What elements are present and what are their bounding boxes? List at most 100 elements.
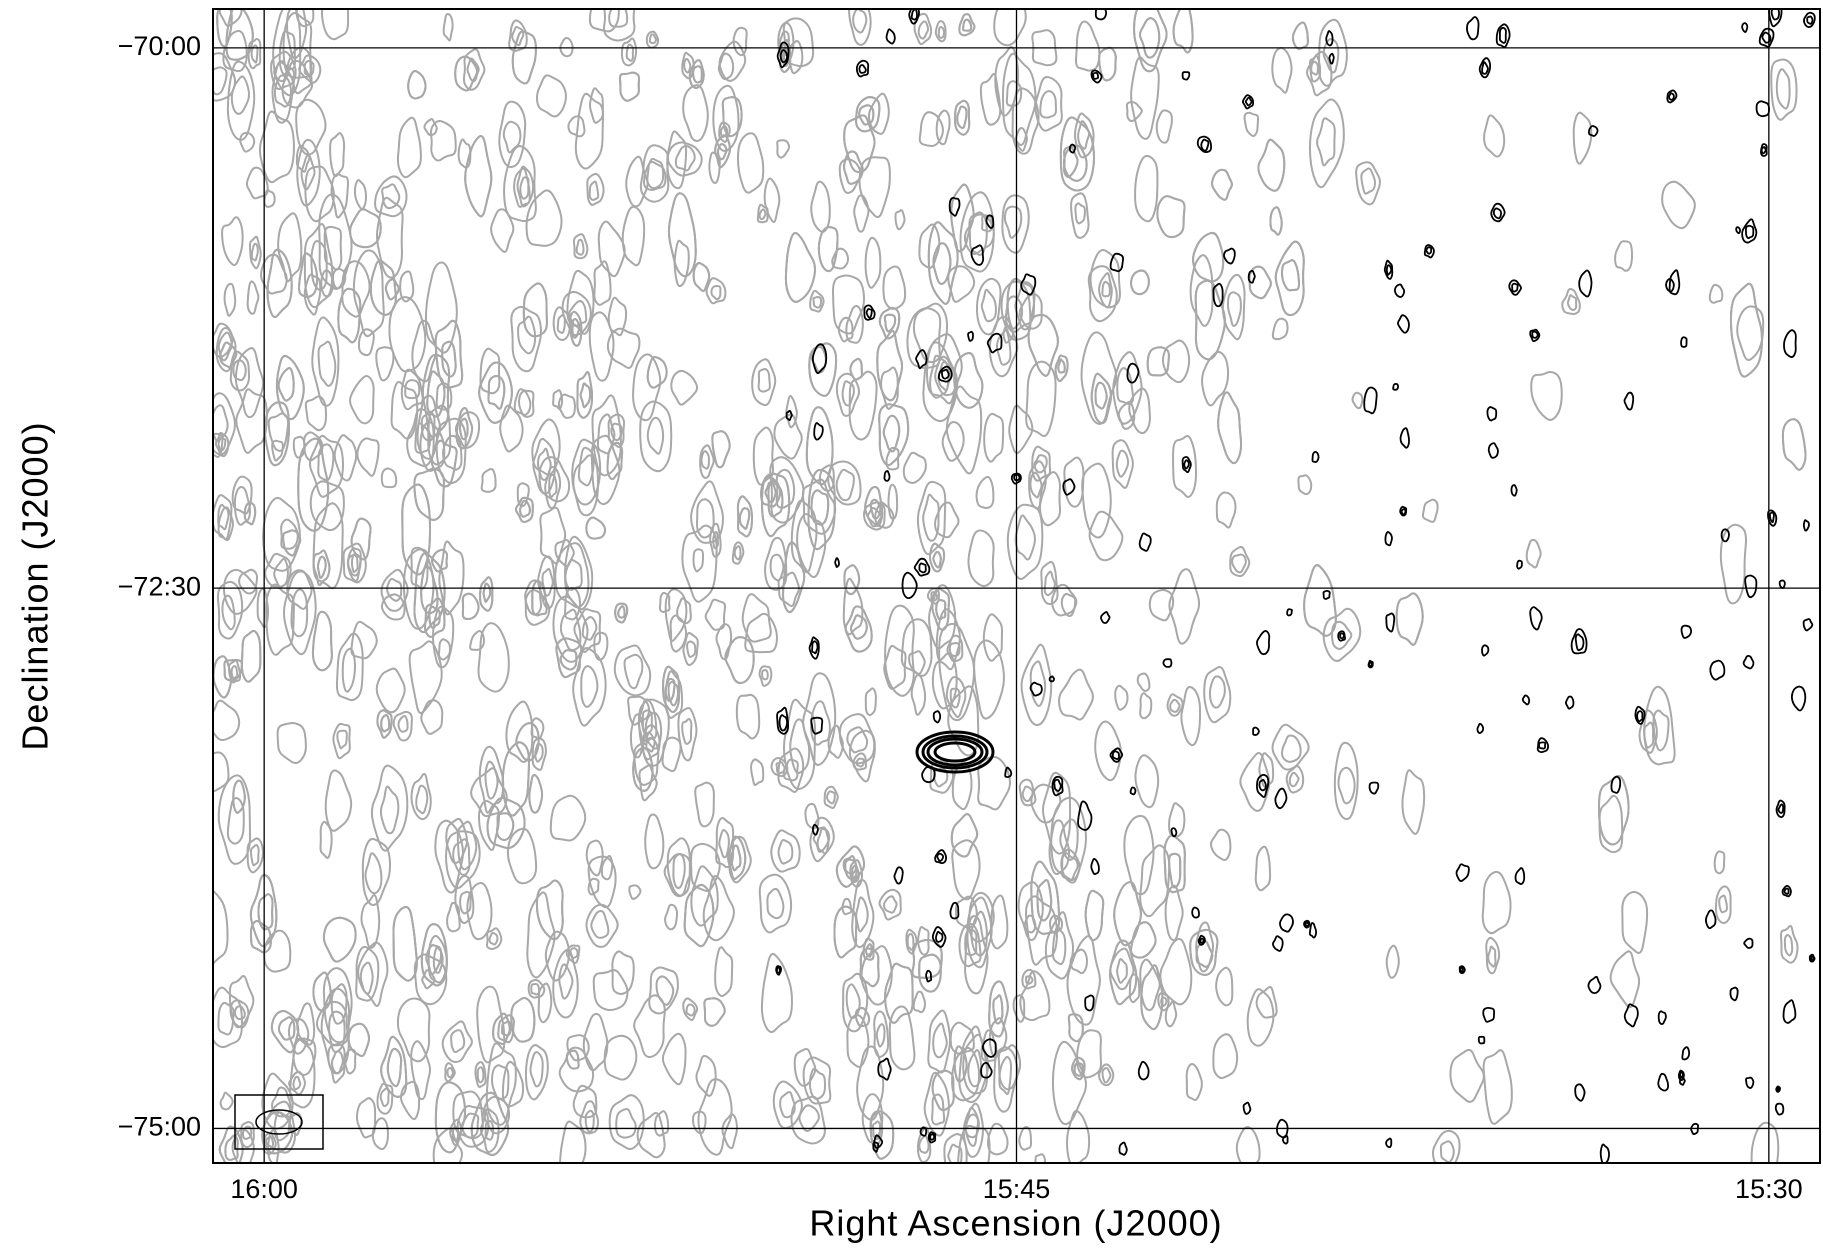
contour — [286, 569, 313, 610]
contour — [1062, 144, 1088, 182]
contour — [355, 1097, 377, 1139]
contour — [567, 115, 586, 138]
contour — [796, 513, 827, 579]
contour — [956, 105, 968, 130]
contour — [424, 261, 458, 354]
contour — [1803, 11, 1816, 28]
contour — [1397, 314, 1410, 334]
contour — [510, 305, 542, 373]
contour — [1004, 766, 1013, 778]
contour — [931, 1069, 955, 1112]
contour — [1399, 427, 1410, 449]
contour — [1476, 722, 1485, 734]
contour — [1148, 588, 1175, 622]
contour — [646, 355, 668, 389]
x-tick-label: 15:30 — [1735, 1174, 1803, 1204]
contour — [552, 948, 579, 1019]
contour — [380, 467, 398, 489]
contour — [935, 599, 947, 621]
contour — [375, 667, 406, 714]
contour — [782, 698, 817, 791]
contour — [1385, 1137, 1393, 1149]
contour — [1588, 125, 1599, 137]
contour — [462, 48, 486, 91]
contour — [918, 111, 944, 147]
contour — [681, 524, 718, 603]
contour — [864, 687, 877, 717]
contour — [1242, 94, 1255, 110]
contour — [1351, 391, 1364, 410]
contour — [963, 213, 995, 255]
contour — [645, 731, 656, 753]
contour — [1521, 694, 1531, 706]
contour — [931, 926, 947, 948]
contour — [681, 718, 693, 745]
contour — [413, 953, 448, 1006]
contour — [1385, 264, 1393, 276]
contour — [1439, 1140, 1455, 1163]
contour — [967, 1049, 983, 1088]
contour — [324, 769, 353, 832]
contour — [421, 353, 451, 438]
contour — [573, 608, 602, 653]
contour — [380, 714, 391, 733]
contour — [964, 915, 989, 995]
contour — [714, 134, 731, 169]
contour — [581, 616, 598, 641]
contour — [420, 923, 448, 987]
contour — [621, 205, 646, 267]
contour — [1745, 1076, 1755, 1089]
contour — [1806, 15, 1814, 25]
contour — [1199, 937, 1205, 944]
contour — [1574, 633, 1585, 652]
contour — [572, 454, 599, 517]
contour — [1572, 111, 1593, 165]
contour — [1741, 218, 1758, 244]
contour — [536, 447, 552, 481]
contour — [497, 1014, 515, 1044]
contour — [492, 1012, 511, 1045]
contour — [596, 413, 616, 455]
contour — [685, 1003, 696, 1017]
contour — [1355, 161, 1381, 206]
contour — [434, 1081, 467, 1154]
contour — [888, 1005, 916, 1071]
contour — [232, 359, 247, 382]
contour — [580, 665, 599, 708]
contour — [427, 934, 448, 984]
contour — [213, 751, 230, 793]
contour — [292, 1075, 302, 1091]
contour — [303, 273, 322, 316]
contour — [528, 774, 544, 814]
contour — [1031, 29, 1058, 67]
contour — [1333, 741, 1359, 821]
contour — [226, 797, 245, 845]
contour — [399, 270, 415, 303]
contour — [1392, 382, 1399, 391]
contour — [353, 179, 368, 210]
contour — [936, 852, 945, 862]
contour — [1090, 372, 1112, 425]
contour — [692, 262, 711, 292]
y-tick-label: −72:30 — [118, 571, 201, 601]
contour — [790, 1095, 826, 1145]
contour — [785, 394, 798, 429]
contour — [1034, 76, 1063, 132]
contour — [1337, 630, 1346, 642]
contour — [420, 565, 439, 615]
contour — [1274, 240, 1305, 317]
contour — [835, 468, 855, 502]
contour — [611, 950, 635, 995]
contour — [1729, 282, 1763, 378]
contour — [1368, 781, 1380, 795]
contour — [843, 564, 861, 596]
contour — [770, 757, 789, 778]
contour — [779, 1091, 796, 1119]
contour — [569, 310, 583, 347]
contour — [1678, 1075, 1686, 1086]
contour — [506, 827, 538, 885]
contour — [855, 757, 865, 768]
contour — [312, 971, 332, 1012]
contour — [1634, 705, 1646, 725]
contour — [1040, 560, 1059, 606]
